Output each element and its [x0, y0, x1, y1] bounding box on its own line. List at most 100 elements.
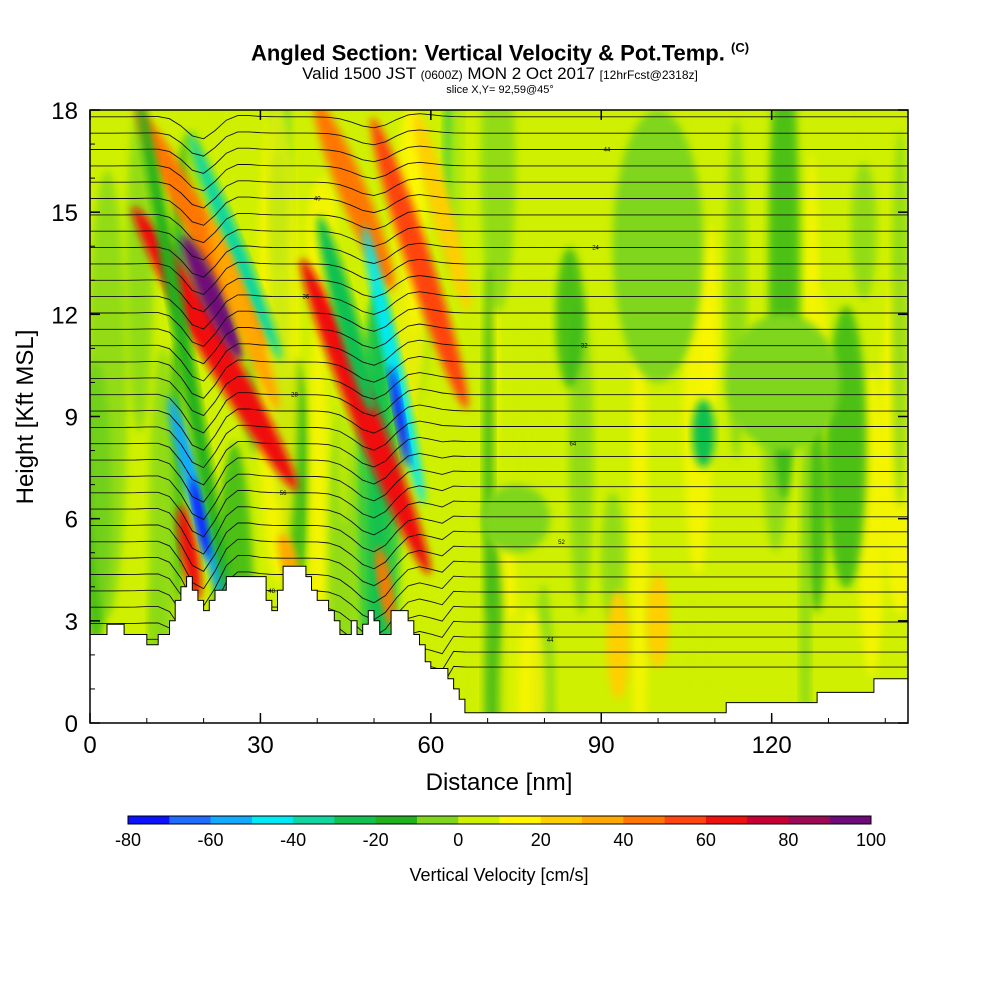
theta-contour — [90, 145, 908, 174]
colorbar-swatch — [458, 816, 500, 824]
field-cell — [726, 314, 840, 451]
colorbar-label: 40 — [613, 830, 633, 850]
theta-contour — [90, 500, 908, 555]
chart-title: Angled Section: Vertical Velocity & Pot.… — [0, 36, 1000, 65]
chart-subtitle: Valid 1500 JST (0600Z) MON 2 Oct 2017 [1… — [0, 65, 1000, 84]
field-cell — [537, 244, 553, 507]
theta-contour — [90, 469, 908, 521]
contour-label: 24 — [592, 246, 599, 252]
theta-contour — [90, 436, 908, 486]
theta-contour — [90, 339, 908, 382]
colorbar-label: 80 — [778, 830, 798, 850]
contour-label: 44 — [604, 148, 611, 154]
theta-contour — [90, 530, 908, 590]
theta-contour — [90, 226, 908, 261]
terrain-mask — [90, 565, 908, 723]
contour-label: 44 — [547, 638, 554, 644]
colorbar-swatch — [416, 816, 459, 824]
colorbar-label: -80 — [115, 830, 141, 850]
y-tick-label: 6 — [65, 507, 78, 534]
velocity-field — [90, 110, 908, 723]
field-cell — [481, 484, 551, 553]
colorbar-label: 20 — [531, 830, 551, 850]
field-cell — [514, 229, 530, 700]
valid-time: Valid 1500 JST — [302, 64, 416, 84]
colorbar-swatch — [210, 816, 253, 824]
x-tick-label: 30 — [247, 732, 274, 759]
colorbar-swatch — [540, 816, 583, 824]
valid-date: MON 2 Oct 2017 — [467, 64, 595, 84]
title-unit: (C) — [731, 40, 750, 55]
colorbar-swatch — [582, 816, 624, 824]
field-cell — [799, 397, 811, 723]
field-cell — [313, 110, 395, 291]
colorbar-swatch — [623, 816, 666, 824]
field-cell — [181, 235, 243, 360]
colorbar-label: -40 — [280, 830, 306, 850]
colorbar-swatch — [499, 816, 542, 824]
contour-label: 28 — [291, 393, 298, 399]
field-cell — [606, 590, 630, 700]
theta-contour — [90, 452, 908, 503]
y-axis-title: Height [Kft MSL] — [12, 330, 39, 505]
field-cell — [498, 612, 524, 723]
colorbar-swatch — [169, 816, 212, 824]
colorbar-swatch — [747, 816, 789, 824]
colorbar-label: 60 — [696, 830, 716, 850]
colorbar-label: -20 — [363, 830, 389, 850]
y-tick-label: 0 — [65, 711, 78, 738]
theta-contour — [90, 291, 908, 330]
colorbar-label: 100 — [856, 830, 886, 850]
contour-label: 32 — [581, 344, 588, 350]
colorbar-swatch — [334, 816, 377, 824]
theta-contour — [90, 355, 908, 399]
field-cell — [389, 366, 410, 467]
y-tick-label: 15 — [51, 200, 78, 227]
colorbar-swatch — [664, 816, 707, 824]
y-tick-label: 9 — [65, 405, 78, 432]
theta-contour — [90, 161, 908, 192]
theta-contour — [90, 275, 908, 313]
contour-label: 56 — [280, 491, 287, 497]
plot-area: 404448525664283236244044 — [90, 110, 908, 723]
field-cell — [375, 546, 396, 628]
x-axis-title: Distance [nm] — [426, 769, 573, 796]
field-cell — [90, 170, 128, 618]
field-cell — [646, 573, 670, 669]
theta-contour — [90, 258, 908, 296]
field-cell — [612, 110, 704, 383]
theta-contour — [90, 388, 908, 434]
theta-contour — [90, 485, 908, 538]
theta-contour — [90, 404, 908, 451]
colorbar: -80 -60 -40 -20 0 20 40 60 80 100 — [115, 815, 886, 850]
colorbar-frame — [127, 815, 872, 825]
field-cell — [135, 110, 232, 617]
forecast-init: [12hrFcst@2318z] — [599, 68, 698, 83]
theta-contour — [90, 178, 908, 209]
x-tick-label: 0 — [83, 732, 96, 759]
field-cell — [370, 117, 469, 410]
slice-info: slice X,Y= 92,59@45° — [446, 84, 554, 97]
field-cell — [692, 399, 715, 468]
field-cell — [149, 347, 176, 723]
contour-label: 52 — [558, 540, 565, 546]
colorbar-swatch — [251, 816, 294, 824]
field-cell — [555, 247, 584, 388]
contour-label: 48 — [268, 589, 275, 595]
theta-contour — [90, 372, 908, 417]
x-tick-label: 120 — [752, 732, 792, 759]
theta-contour — [90, 323, 908, 365]
contour-label: 36 — [303, 295, 310, 301]
field-cell — [207, 218, 280, 411]
valid-utc: (0600Z) — [420, 68, 463, 83]
theta-contour — [90, 420, 908, 469]
field-cell — [518, 607, 546, 723]
colorbar-swatch — [375, 816, 418, 824]
y-tick-label: 18 — [51, 98, 78, 125]
colorbar-swatch — [128, 816, 170, 824]
theta-contour — [90, 515, 908, 572]
colorbar-swatch — [788, 816, 831, 824]
colorbar-label: 0 — [453, 830, 463, 850]
